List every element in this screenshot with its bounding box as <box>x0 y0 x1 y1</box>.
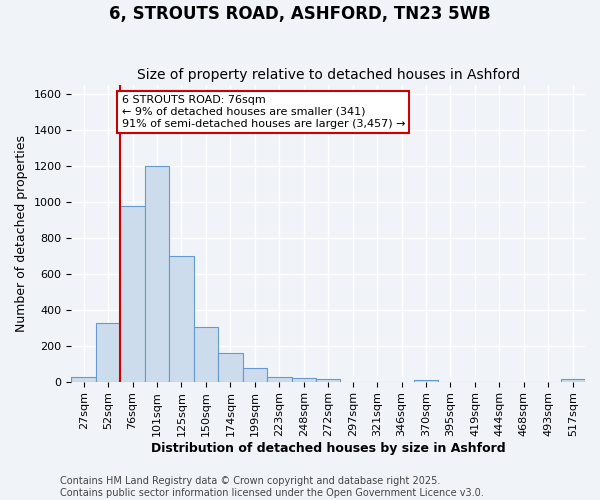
Bar <box>267 377 292 382</box>
Bar <box>218 353 242 382</box>
Bar <box>71 377 96 382</box>
Bar <box>242 368 267 382</box>
X-axis label: Distribution of detached houses by size in Ashford: Distribution of detached houses by size … <box>151 442 506 455</box>
Y-axis label: Number of detached properties: Number of detached properties <box>15 134 28 332</box>
Title: Size of property relative to detached houses in Ashford: Size of property relative to detached ho… <box>137 68 520 82</box>
Bar <box>121 206 145 382</box>
Bar <box>96 323 121 382</box>
Bar <box>169 256 194 382</box>
Bar <box>145 166 169 382</box>
Text: 6 STROUTS ROAD: 76sqm
← 9% of detached houses are smaller (341)
91% of semi-deta: 6 STROUTS ROAD: 76sqm ← 9% of detached h… <box>122 96 405 128</box>
Text: 6, STROUTS ROAD, ASHFORD, TN23 5WB: 6, STROUTS ROAD, ASHFORD, TN23 5WB <box>109 5 491 23</box>
Bar <box>414 380 438 382</box>
Bar <box>560 380 585 382</box>
Bar <box>316 380 340 382</box>
Text: Contains HM Land Registry data © Crown copyright and database right 2025.
Contai: Contains HM Land Registry data © Crown c… <box>60 476 484 498</box>
Bar <box>292 378 316 382</box>
Bar <box>194 326 218 382</box>
